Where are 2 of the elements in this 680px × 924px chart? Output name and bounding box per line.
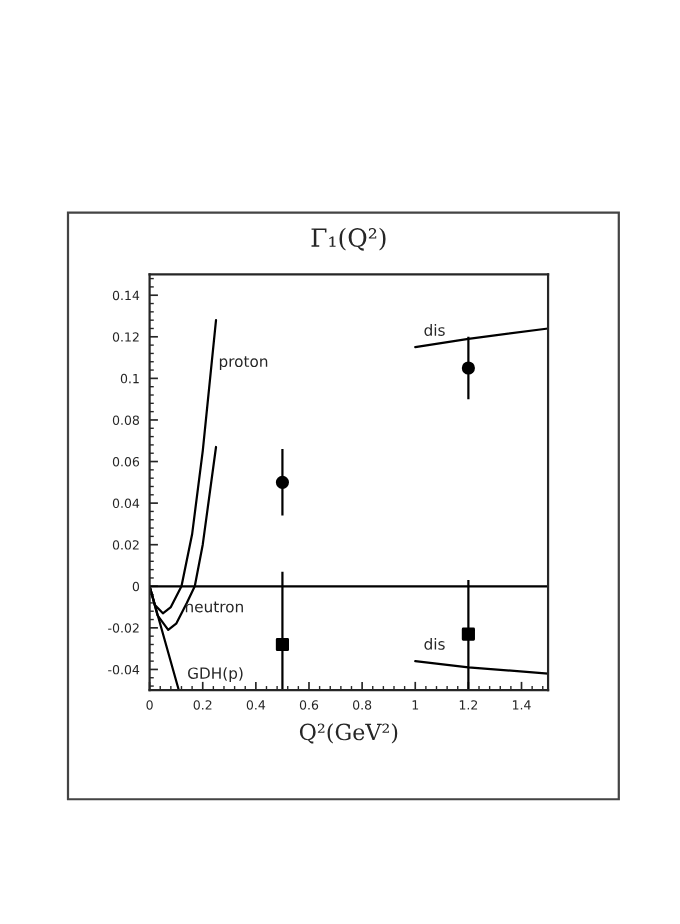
x-axis-title: Q²(GeV²) (299, 723, 398, 744)
chart-title: Γ₁(Q²) (311, 227, 386, 251)
